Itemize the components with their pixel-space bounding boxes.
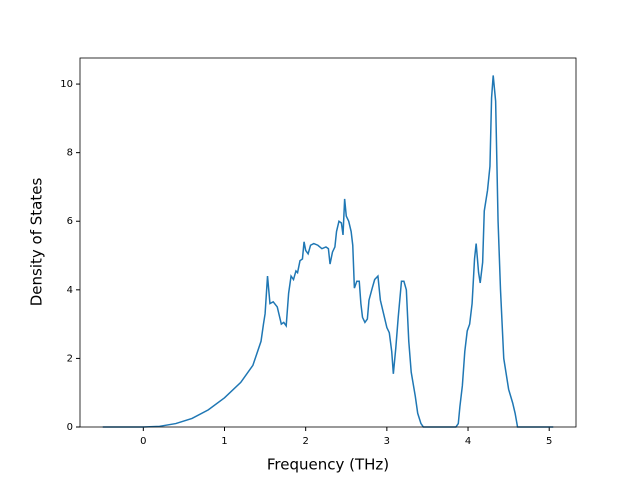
y-tick-label: 8 <box>67 148 73 159</box>
x-tick-label: 1 <box>221 436 227 447</box>
x-tick-label: 3 <box>384 436 390 447</box>
x-tick-label: 0 <box>140 436 146 447</box>
line-series <box>102 75 554 428</box>
y-tick-label: 10 <box>60 79 73 90</box>
x-axis-label: Frequency (THz) <box>267 456 389 474</box>
y-tick-label: 2 <box>67 353 73 364</box>
x-tick-label: 2 <box>302 436 308 447</box>
plot-frame <box>79 57 577 428</box>
y-tick-label: 4 <box>67 285 73 296</box>
x-tick-label: 5 <box>546 436 552 447</box>
x-tick-label: 4 <box>465 436 471 447</box>
y-axis-label: Density of States <box>28 178 46 307</box>
y-tick-label: 6 <box>67 216 73 227</box>
y-tick-label: 0 <box>67 422 73 433</box>
